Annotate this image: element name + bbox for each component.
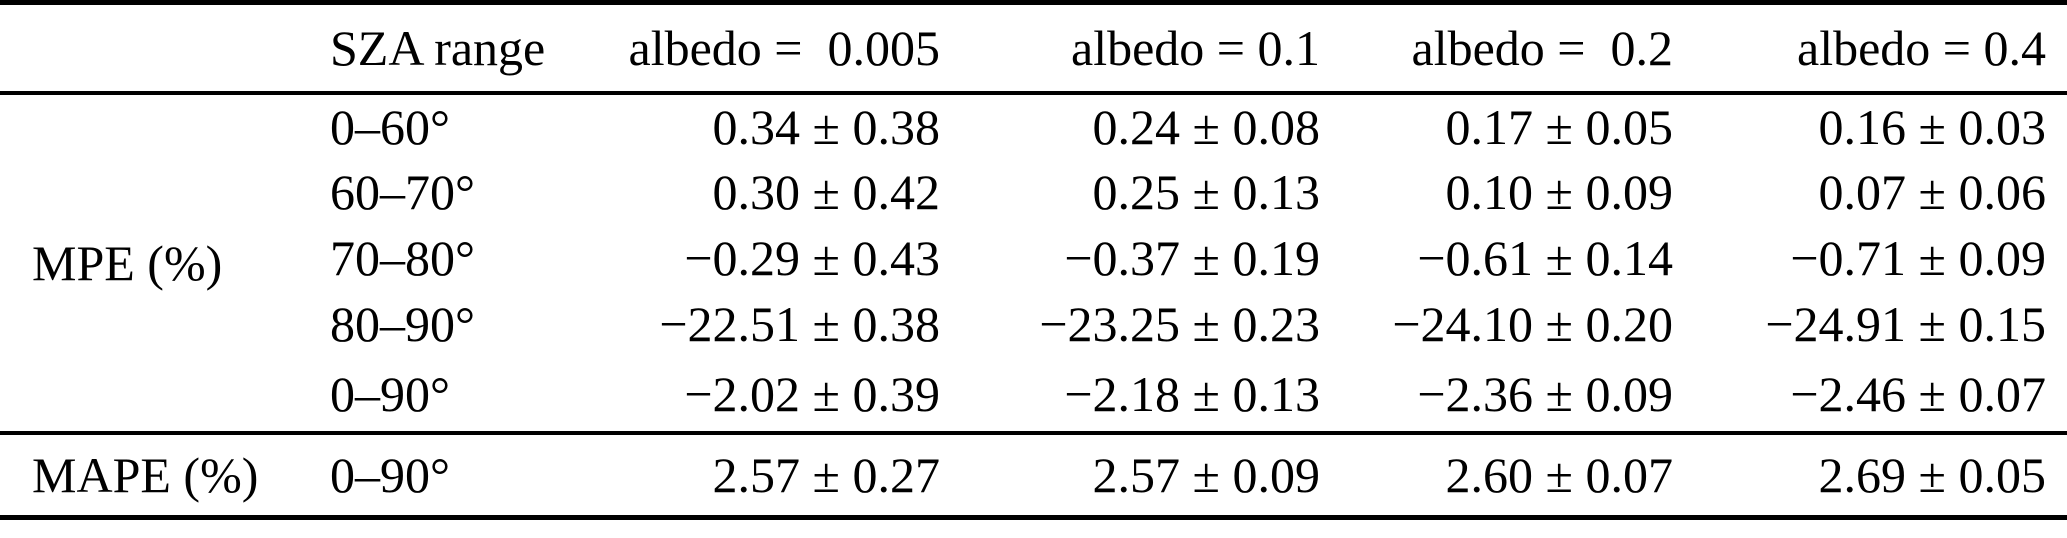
sza-range-cell: 70–80° [330,229,475,286]
value-cell: 2.57 ± 0.09 [1092,446,1320,503]
value-cell: 0.24 ± 0.08 [1092,98,1320,155]
value-cell: 0.16 ± 0.03 [1818,98,2046,155]
column-header-albedo-01: albedo = 0.1 [1071,19,1320,76]
sza-range-cell: 0–60° [330,98,450,155]
value-cell: −0.61 ± 0.14 [1417,229,1673,286]
value-cell: 0.34 ± 0.38 [712,98,940,155]
table-header: SZA range albedo = 0.005 albedo = 0.1 al… [0,3,2067,93]
value-cell: 0.30 ± 0.42 [712,163,940,220]
value-cell: 0.10 ± 0.09 [1445,163,1673,220]
value-cell: 0.07 ± 0.06 [1818,163,2046,220]
mpe-section: MPE (%) 0–60° 0.34 ± 0.38 0.24 ± 0.08 0.… [0,93,2067,433]
mape-section: MAPE (%) 0–90° 2.57 ± 0.27 2.57 ± 0.09 2… [0,433,2067,518]
value-cell: 2.57 ± 0.27 [712,446,940,503]
value-cell: 2.69 ± 0.05 [1818,446,2046,503]
value-cell: 0.17 ± 0.05 [1445,98,1673,155]
value-cell: −24.10 ± 0.20 [1392,295,1673,352]
value-cell: −2.36 ± 0.09 [1417,365,1673,422]
value-cell: −2.02 ± 0.39 [684,365,940,422]
table-row: MPE (%) 0–60° 0.34 ± 0.38 0.24 ± 0.08 0.… [0,93,2067,288]
value-cell: −0.71 ± 0.09 [1790,229,2046,286]
results-table: SZA range albedo = 0.005 albedo = 0.1 al… [0,0,2067,520]
sza-range-cell: 0–90° [330,446,450,503]
value-cell: −23.25 ± 0.23 [1039,295,1320,352]
table-row: 0–90° −2.02 ± 0.39 −2.18 ± 0.13 −2.36 ± … [0,357,2067,433]
row-group-label-mpe: MPE (%) [32,234,223,291]
value-cell: −0.37 ± 0.19 [1064,229,1320,286]
value-cell: 0.25 ± 0.13 [1092,163,1320,220]
row-group-label-mape: MAPE (%) [32,446,259,503]
sza-range-cell: 0–90° [330,365,450,422]
value-cell: −2.46 ± 0.07 [1790,365,2046,422]
value-cell: −2.18 ± 0.13 [1064,365,1320,422]
table-row: 70–80° −0.29 ± 0.43 −0.37 ± 0.19 −0.61 ±… [0,225,2067,291]
column-header-sza-range: SZA range [330,19,546,76]
value-cell: 2.60 ± 0.07 [1445,446,1673,503]
column-header-empty [0,3,330,93]
table-row: 60–70° 0.30 ± 0.42 0.25 ± 0.13 0.10 ± 0.… [0,159,2067,225]
value-cell: −22.51 ± 0.38 [659,295,940,352]
sza-range-cell: 60–70° [330,163,475,220]
header-row: SZA range albedo = 0.005 albedo = 0.1 al… [0,3,2067,93]
column-header-albedo-04: albedo = 0.4 [1797,19,2046,76]
table-row: 80–90° −22.51 ± 0.38 −23.25 ± 0.23 −24.1… [0,291,2067,357]
sza-range-cell: 80–90° [330,295,475,352]
value-cell: −0.29 ± 0.43 [684,229,940,286]
table-row: MAPE (%) 0–90° 2.57 ± 0.27 2.57 ± 0.09 2… [0,433,2067,518]
column-header-albedo-0005: albedo = 0.005 [628,19,940,76]
value-cell: −24.91 ± 0.15 [1765,295,2046,352]
column-header-albedo-02: albedo = 0.2 [1411,19,1673,76]
